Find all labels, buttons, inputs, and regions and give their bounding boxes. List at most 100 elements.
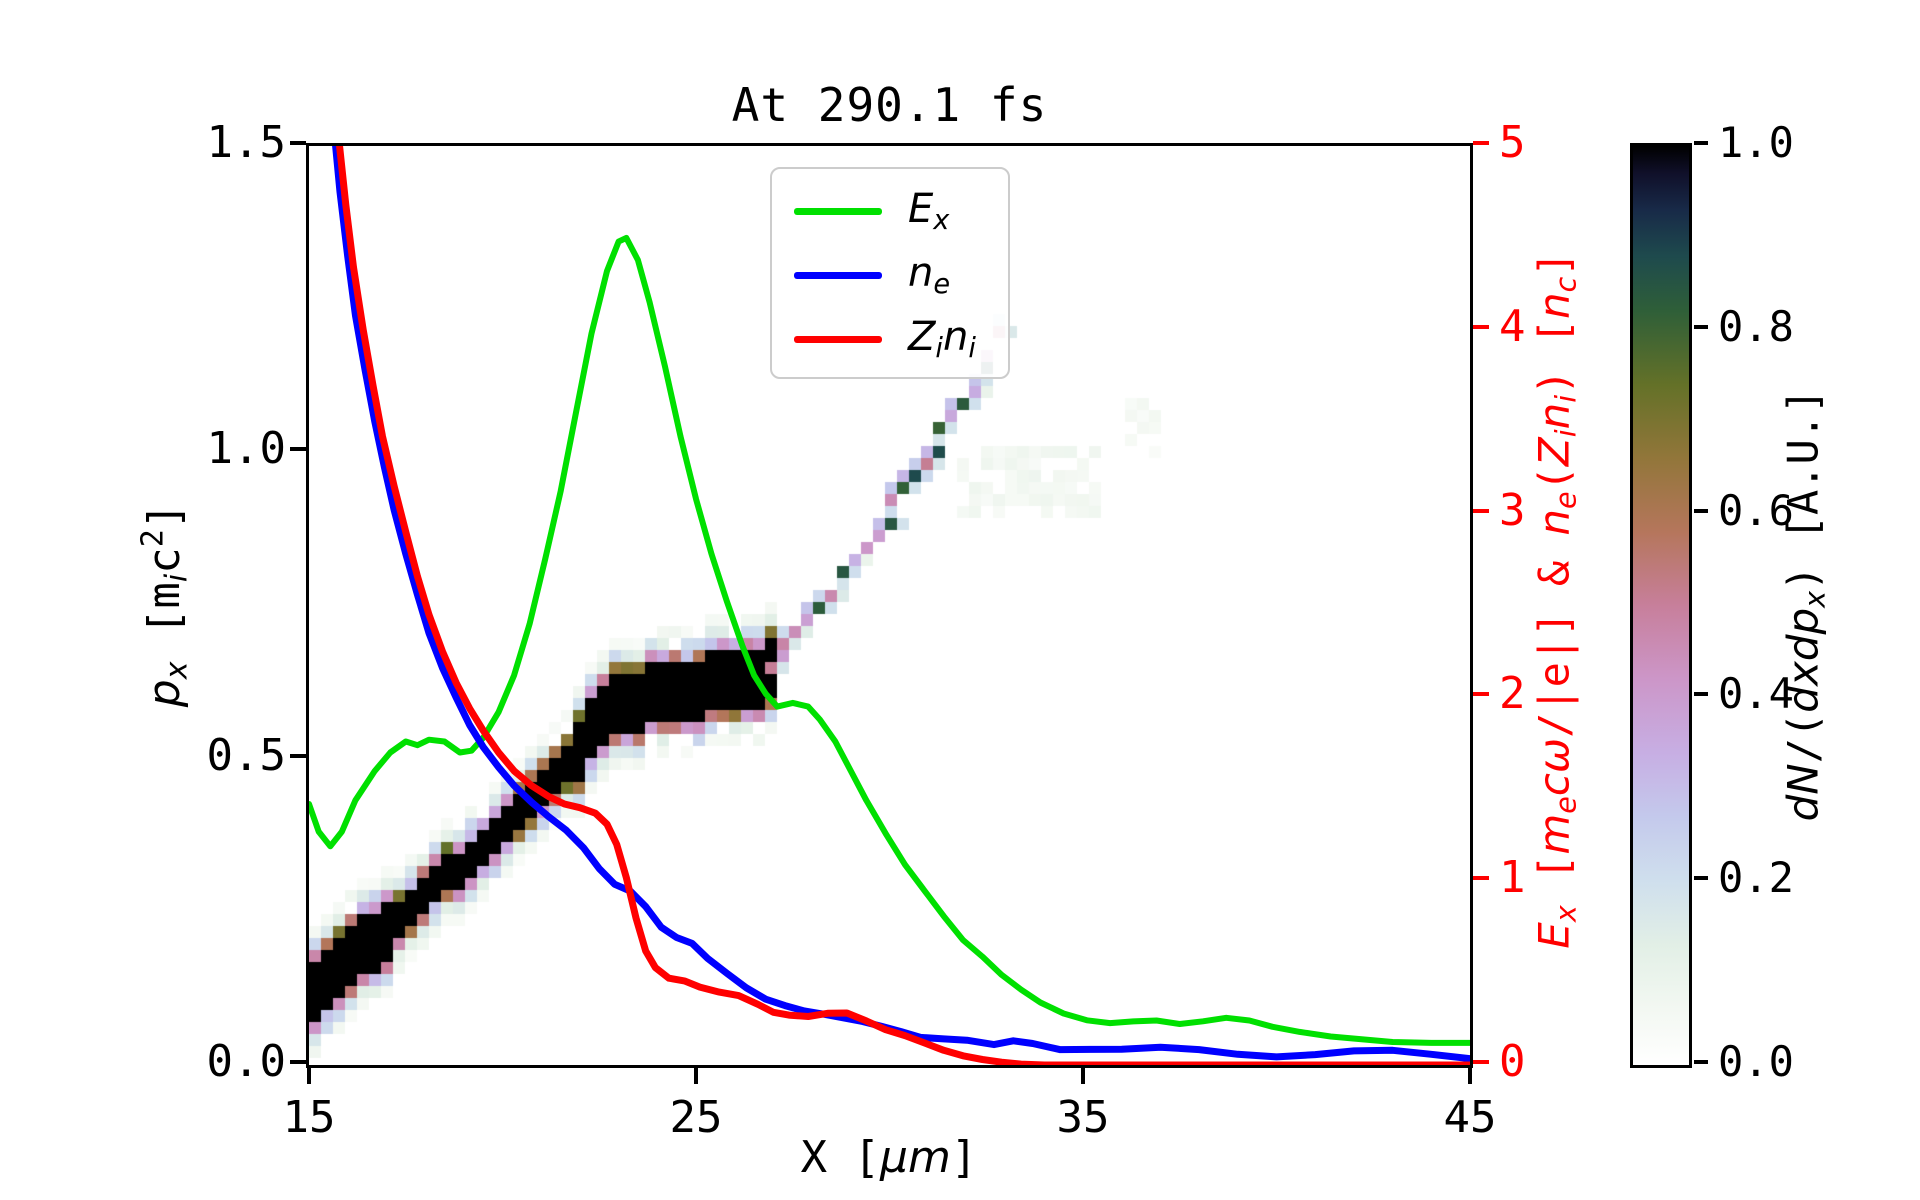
label-token: ) [ <box>1529 318 1579 395</box>
label-token: /|e| <box>1529 636 1579 738</box>
label-token: i <box>1548 394 1583 403</box>
legend-swatch-ne <box>794 271 882 279</box>
x-tick-label: 25 <box>669 1092 723 1143</box>
y-right-tick-label: 0 <box>1499 1036 1526 1087</box>
label-token: 2 <box>135 529 171 548</box>
y-right-tick-label: 5 <box>1499 117 1526 168</box>
tick-mark <box>1473 324 1489 329</box>
label-token: d <box>1778 794 1828 822</box>
legend: Ex ne Zini <box>770 167 1010 379</box>
label-token: N <box>1778 763 1828 795</box>
label-token: /( <box>1778 712 1828 764</box>
plot-title: At 290.1 fs <box>731 78 1048 132</box>
x-axis-label: X [μm] <box>801 1132 978 1183</box>
curves-layer <box>309 146 1470 1065</box>
label-token: c <box>1529 773 1579 797</box>
y-left-tick-label: 0.0 <box>206 1036 286 1087</box>
x-tick-label: 35 <box>1056 1092 1110 1143</box>
label-token: n <box>1529 292 1579 319</box>
label-token: ] <box>1529 251 1579 277</box>
label-token: ω <box>1529 737 1579 774</box>
label-token: ] <box>950 1132 978 1183</box>
label-token: m <box>138 582 190 609</box>
label-token: E <box>908 186 934 233</box>
label-token: n <box>908 250 934 297</box>
legend-label-Ex: Ex <box>908 186 949 236</box>
tick-mark <box>1473 508 1489 513</box>
label-token: ] & <box>1529 535 1579 637</box>
colorbar-tick-label: 0.2 <box>1718 853 1794 903</box>
tick-mark <box>1694 1060 1708 1064</box>
tick-mark <box>1473 141 1489 145</box>
tick-mark <box>1473 876 1489 881</box>
label-token: x <box>159 661 195 680</box>
colorbar-tick-label: 1.0 <box>1718 118 1794 167</box>
colorbar-tick-label: 0.0 <box>1718 1037 1794 1086</box>
legend-item-Ex: Ex <box>794 179 1008 243</box>
legend-swatch-Ex <box>794 207 882 215</box>
legend-item-Zini: Zini <box>794 307 1008 371</box>
tick-mark <box>1081 1068 1085 1084</box>
tick-mark <box>1473 692 1489 697</box>
tick-mark <box>1694 508 1708 513</box>
label-token: ] <box>138 502 190 530</box>
tick-mark <box>1473 1060 1489 1064</box>
x-tick-label: 45 <box>1443 1092 1497 1143</box>
colorbar-tick-label: 0.4 <box>1718 669 1794 719</box>
tick-mark <box>1468 1068 1472 1084</box>
label-token: n <box>1529 402 1579 430</box>
legend-label-Zini: Zini <box>908 314 976 364</box>
y-right-tick-label: 3 <box>1499 484 1526 536</box>
label-token: x <box>1797 590 1832 608</box>
label-token: n <box>1529 508 1579 536</box>
label-token: m <box>908 1132 951 1183</box>
y-axis-label-left: px [mic2] <box>136 503 195 707</box>
label-token: p <box>138 679 190 708</box>
label-token: [ <box>138 608 190 662</box>
tick-mark <box>1694 692 1708 697</box>
y-left-tick-label: 0.5 <box>206 729 286 781</box>
y-right-tick-label: 1 <box>1499 852 1526 904</box>
legend-label-ne: ne <box>908 250 950 300</box>
label-token: c <box>138 547 190 574</box>
label-token: [A.U.] <box>1778 388 1828 566</box>
tick-mark <box>307 1068 311 1084</box>
y-right-tick-label: 4 <box>1499 300 1526 352</box>
label-token: i <box>159 573 195 583</box>
label-token: Z <box>1529 437 1579 467</box>
label-token: Z <box>908 314 936 361</box>
label-token: e <box>1548 796 1583 814</box>
label-token: n <box>942 314 969 361</box>
legend-item-ne: ne <box>794 243 1008 307</box>
label-token: c <box>1548 276 1583 293</box>
curve-ne <box>332 146 1470 1063</box>
tick-mark <box>1694 324 1708 329</box>
label-token: i <box>968 332 976 364</box>
tick-mark <box>290 753 306 758</box>
legend-swatch-Zini <box>794 335 882 343</box>
label-token: μ <box>880 1132 909 1183</box>
colorbar <box>1630 143 1692 1068</box>
y-axis-label-right: Ex [mecω/|e|] & ne(Zini) [nc] <box>1529 251 1582 948</box>
label-token: x <box>933 204 950 236</box>
label-token: E <box>1529 922 1579 949</box>
tick-mark <box>694 1068 698 1084</box>
y-left-tick-label: 1.0 <box>206 423 286 475</box>
label-token: d <box>1778 634 1828 662</box>
colorbar-tick-label: 0.8 <box>1718 301 1794 351</box>
label-token: i <box>1548 429 1583 438</box>
curve-Zini <box>336 146 1470 1065</box>
label-token: X [ <box>800 1132 881 1183</box>
tick-mark <box>290 1060 306 1064</box>
tick-mark <box>1694 141 1708 145</box>
curve-Ex <box>309 234 1470 1046</box>
colorbar-tick-label: 0.6 <box>1718 485 1794 535</box>
label-token: ) <box>1778 565 1828 591</box>
label-token: e <box>1548 491 1583 509</box>
tick-mark <box>290 141 306 145</box>
tick-mark <box>1694 876 1708 881</box>
y-left-tick-label: 1.5 <box>206 117 286 168</box>
colorbar-label: dN/(dxdpx) [A.U.] <box>1778 389 1831 822</box>
label-token: i <box>935 332 943 364</box>
